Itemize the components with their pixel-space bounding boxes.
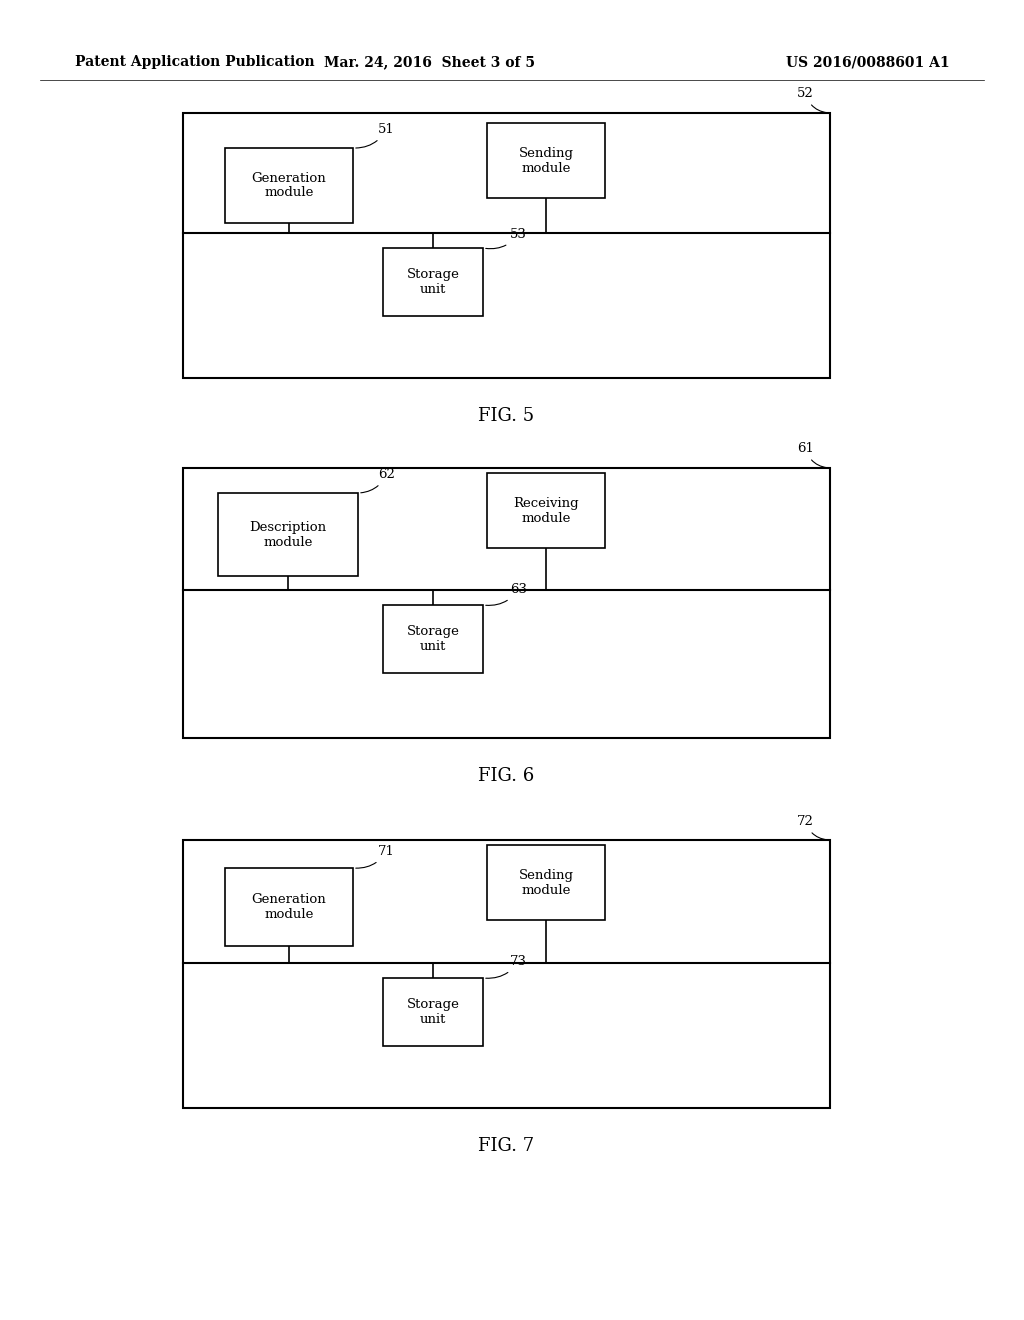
Text: Mar. 24, 2016  Sheet 3 of 5: Mar. 24, 2016 Sheet 3 of 5 [325, 55, 536, 69]
Text: Receiving
module: Receiving module [513, 496, 579, 524]
Bar [383, 605, 483, 673]
Text: 53: 53 [485, 228, 527, 248]
Text: FIG. 7: FIG. 7 [478, 1137, 535, 1155]
Bar [487, 845, 605, 920]
Text: Generation
module: Generation module [252, 172, 327, 199]
Bar [183, 114, 830, 378]
Text: 61: 61 [797, 442, 827, 467]
Bar [183, 840, 830, 1107]
Bar [218, 492, 358, 576]
Text: Generation
module: Generation module [252, 894, 327, 921]
Text: FIG. 5: FIG. 5 [478, 407, 535, 425]
Text: 51: 51 [355, 123, 394, 148]
Text: 73: 73 [485, 954, 527, 978]
Text: US 2016/0088601 A1: US 2016/0088601 A1 [786, 55, 950, 69]
Text: 71: 71 [355, 845, 395, 869]
Text: 72: 72 [797, 814, 827, 840]
Text: Storage
unit: Storage unit [407, 268, 460, 296]
Text: Storage
unit: Storage unit [407, 624, 460, 653]
Bar [225, 869, 353, 946]
Text: 52: 52 [797, 87, 827, 112]
Text: 62: 62 [360, 469, 395, 492]
Bar [225, 148, 353, 223]
Bar [383, 248, 483, 315]
Text: 63: 63 [485, 583, 527, 606]
Text: Patent Application Publication: Patent Application Publication [75, 55, 314, 69]
Text: FIG. 6: FIG. 6 [478, 767, 535, 785]
Text: Sending
module: Sending module [518, 147, 573, 174]
Text: Sending
module: Sending module [518, 869, 573, 896]
Text: Storage
unit: Storage unit [407, 998, 460, 1026]
Text: Description
module: Description module [250, 520, 327, 549]
Bar [383, 978, 483, 1045]
Bar [487, 473, 605, 548]
Bar [487, 123, 605, 198]
Bar [183, 469, 830, 738]
